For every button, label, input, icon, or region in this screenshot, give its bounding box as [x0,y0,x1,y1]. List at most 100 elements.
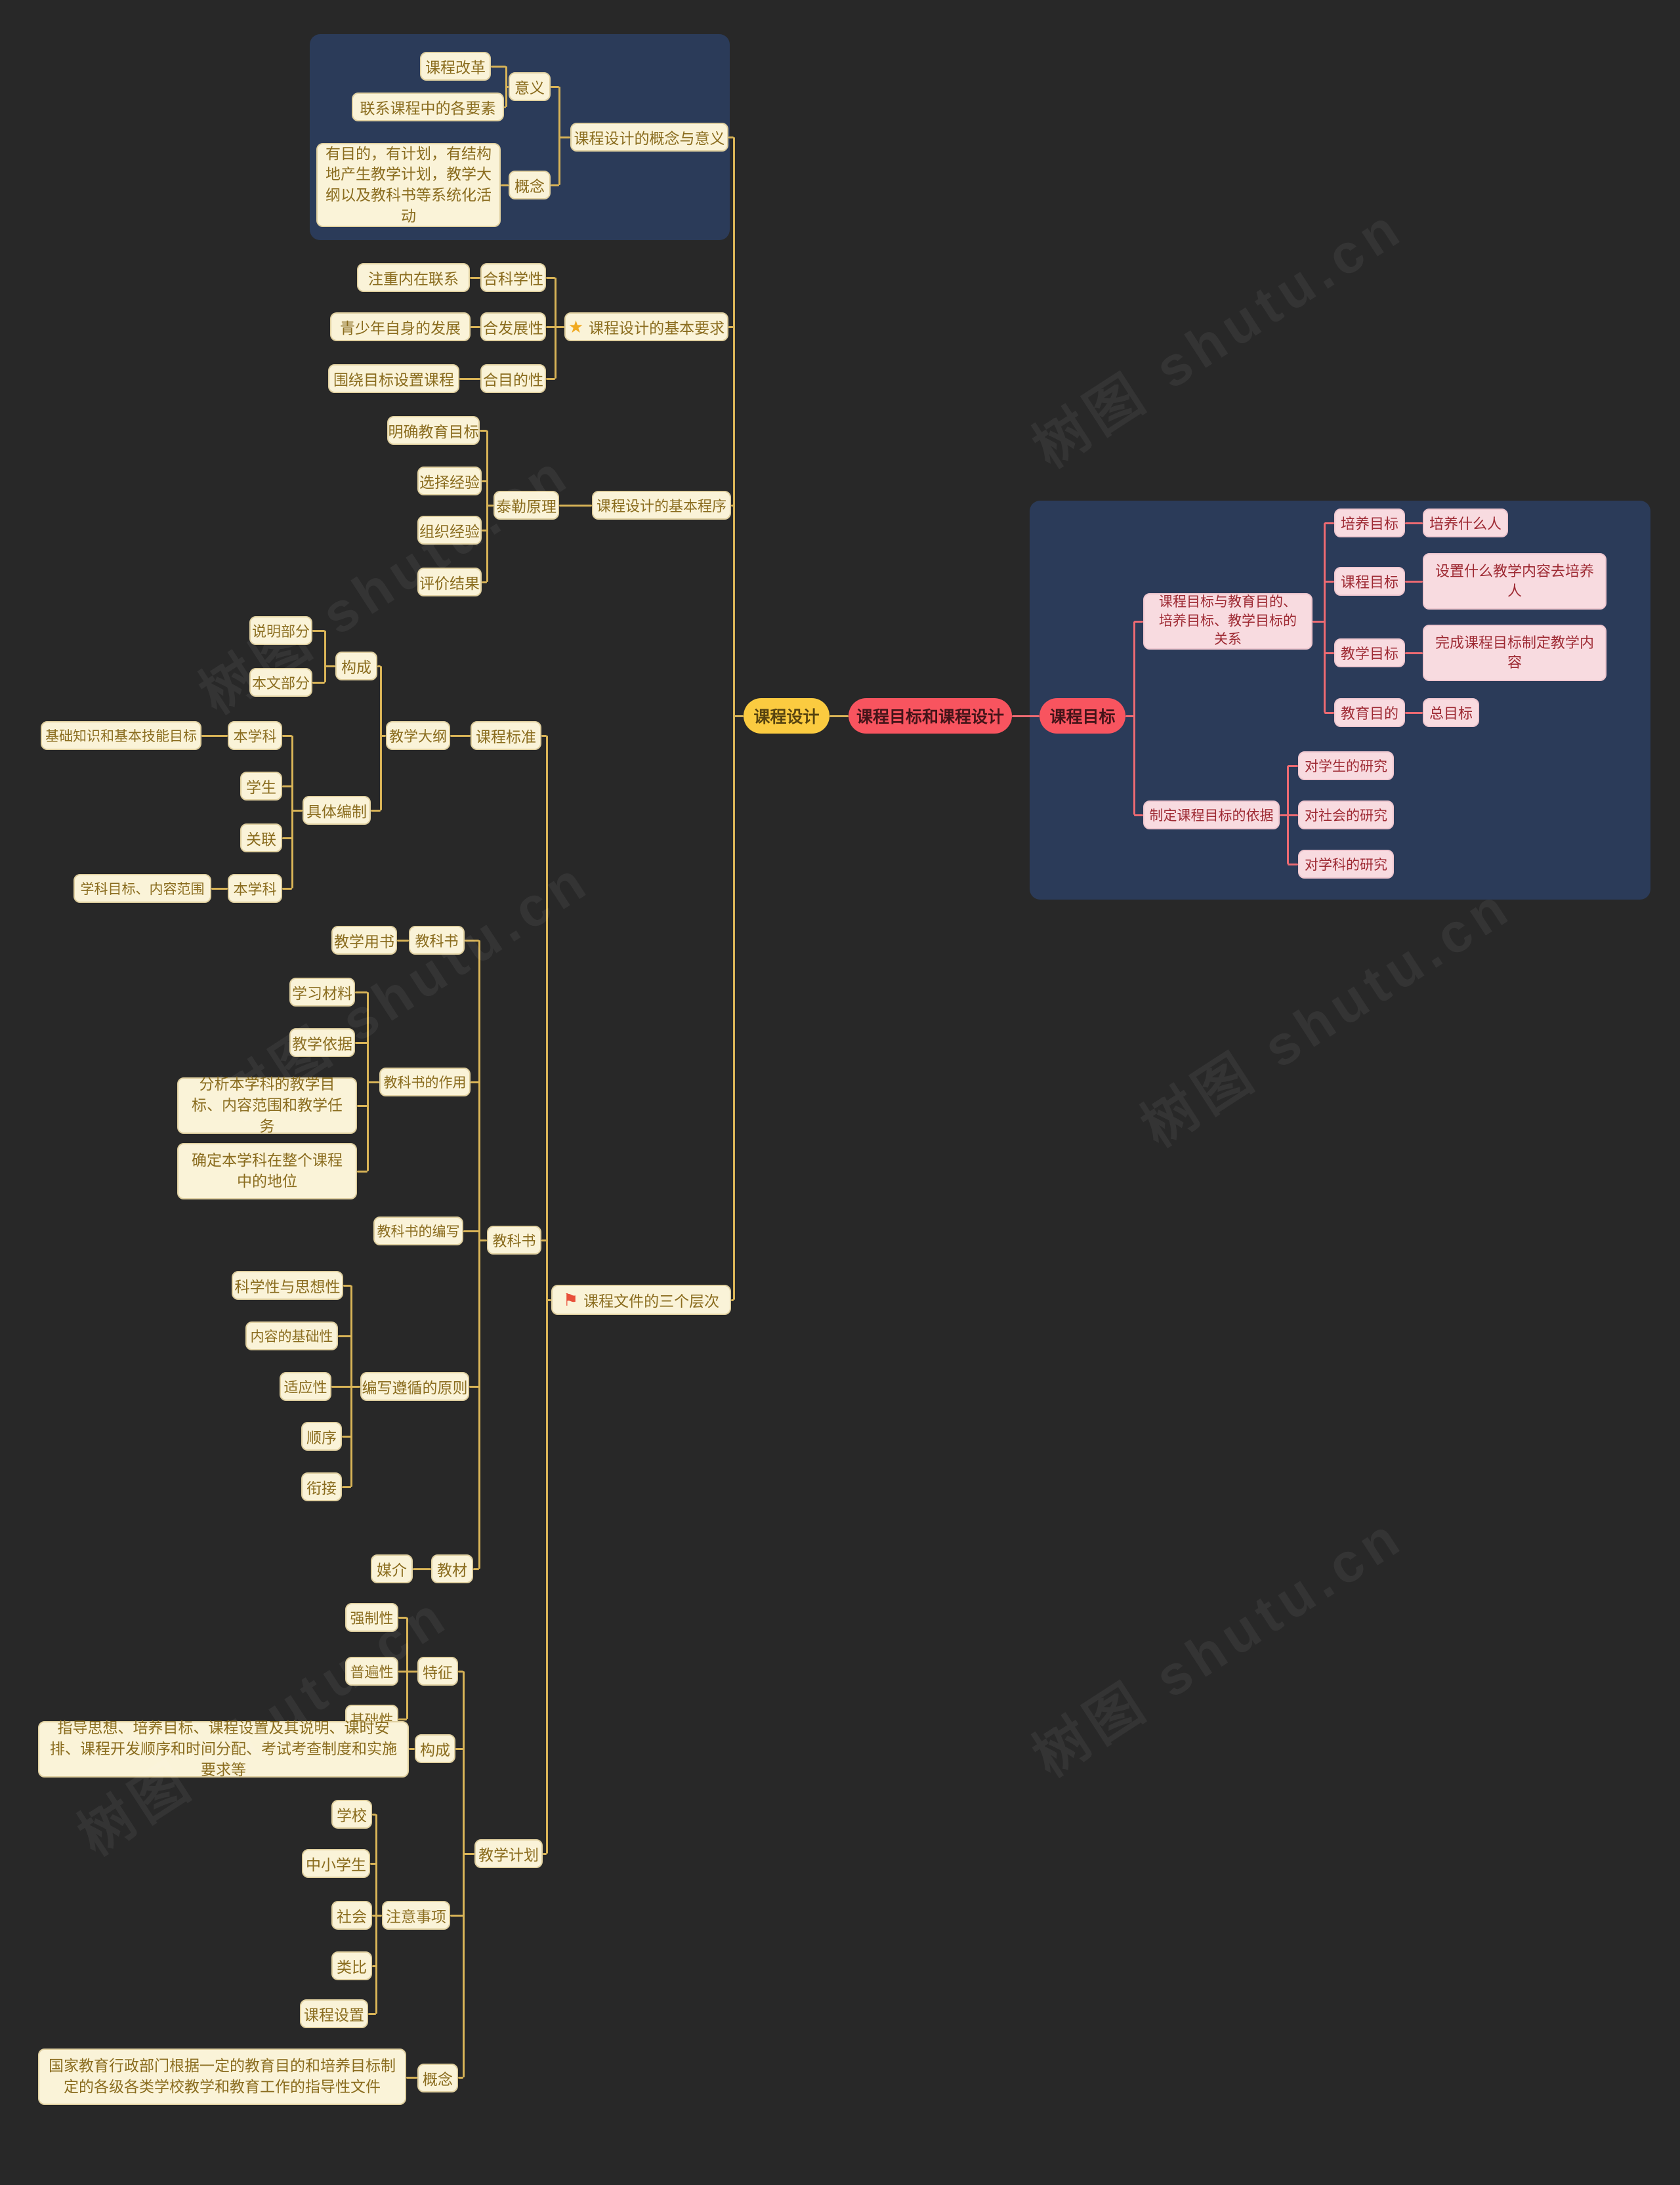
node-zuzhi[interactable]: 组织经验 [417,516,482,545]
node-shezhishenme[interactable]: 设置什么教学内容去培养人 [1423,553,1606,610]
node-kechengsheji-root[interactable]: 课程设计 [744,698,830,734]
node-meijie[interactable]: 媒介 [371,1554,413,1583]
node-tezheng[interactable]: 特征 [417,1657,458,1686]
node-zhongxiaoxuesheng[interactable]: 中小学生 [302,1849,370,1878]
node-duishehui[interactable]: 对社会的研究 [1298,801,1394,829]
node-mingque[interactable]: 明确教育目标 [387,416,480,445]
node-youmudi[interactable]: 有目的，有计划，有结构地产生教学计划，教学大纲以及教科书等系统化活动 [316,143,501,227]
connector-line [407,1670,417,1673]
node-queding[interactable]: 确定本学科在整个课程中的地位 [177,1143,357,1199]
node-xuesheng[interactable]: 学生 [240,772,282,801]
node-zhuzhong[interactable]: 注重内在联系 [357,263,470,292]
node-zhidaosixiang[interactable]: 指导思想、培养目标、课程设置及其说明、课时安排、课程开发顺序和时间分配、考试考查… [38,1719,409,1778]
node-jiaoyumudi[interactable]: 教育目的 [1334,698,1405,727]
node-shehui[interactable]: 社会 [331,1901,372,1930]
node-jiaocai[interactable]: 教材 [431,1554,473,1583]
connector-line [1288,814,1298,816]
connector-line [211,887,228,890]
node-qiangzhixing[interactable]: 强制性 [345,1603,398,1632]
node-benwen[interactable]: 本文部分 [249,668,312,697]
node-jichuzhishi[interactable]: 基础知识和基本技能目标 [41,721,201,750]
node-zongmubiao[interactable]: 总目标 [1423,698,1479,727]
node-neirong[interactable]: 内容的基础性 [245,1321,338,1350]
node-duixuesheng[interactable]: 对学生的研究 [1298,751,1394,780]
node-jiaoxueyongshu[interactable]: 教学用书 [331,926,397,955]
node-leibi[interactable]: 类比 [331,1951,372,1980]
node-kexuexing[interactable]: 科学性与思想性 [232,1271,343,1300]
node-jutibianzhi[interactable]: 具体编制 [303,796,371,825]
connector-line [1125,715,1134,717]
node-gainian2[interactable]: 概念 [417,2064,458,2092]
node-jibenyaoqiu[interactable]: ★ 课程设计的基本要求 [564,312,728,341]
node-jiaoxuedagang[interactable]: 教学大纲 [386,721,450,750]
node-bianxie[interactable]: 教科书的编写 [373,1217,463,1245]
node-goucheng2[interactable]: 构成 [415,1734,455,1763]
node-jiaokeshu1[interactable]: 教科书 [409,926,465,955]
node-shiyingxing[interactable]: 适应性 [280,1372,331,1401]
node-guanlian[interactable]: 关联 [240,823,282,852]
node-label: 教科书 [492,1233,536,1249]
node-yiyi[interactable]: 意义 [509,72,551,101]
node-xuekemubiao[interactable]: 学科目标、内容范围 [74,874,211,903]
node-hemudi[interactable]: 合目的性 [480,364,546,393]
node-zhuyishixiang[interactable]: 注意事项 [382,1901,450,1930]
node-jiaoxuejihua[interactable]: 教学计划 [474,1839,543,1868]
node-sangecengci[interactable]: ⚑ 课程文件的三个层次 [551,1285,731,1315]
node-xuexiao[interactable]: 学校 [331,1800,372,1829]
node-gainianyiyi[interactable]: 课程设计的概念与意义 [570,123,728,152]
connector-line [371,809,381,812]
node-gainian1[interactable]: 概念 [509,171,551,199]
node-kechengshezhi[interactable]: 课程设置 [300,1999,368,2028]
node-benxueke1[interactable]: 本学科 [228,721,282,750]
node-guojia[interactable]: 国家教育行政部门根据一定的教育目的和培养目标制定的各级各类学校教学和教育工作的指… [38,2049,406,2105]
node-label: 学科目标、内容范围 [80,882,205,897]
node-peiyangshenmeren[interactable]: 培养什么人 [1423,509,1508,537]
node-label: 普遍性 [350,1664,394,1680]
connector-line [375,1814,377,2014]
node-pubianxing[interactable]: 普遍性 [345,1657,398,1686]
node-label: 培养什么人 [1429,516,1502,532]
connector-line [462,1671,465,2077]
node-zuoyong[interactable]: 教科书的作用 [379,1068,471,1096]
node-pingjia[interactable]: 评价结果 [417,568,482,596]
connector-line [1134,620,1143,623]
node-jiaokeshu2[interactable]: 教科书 [487,1226,541,1255]
node-kechengmubiao-pill[interactable]: 课程目标 [1040,698,1125,734]
node-xuanze[interactable]: 选择经验 [417,467,482,495]
node-lianxi[interactable]: 联系课程中的各要素 [352,93,504,121]
node-shuoming[interactable]: 说明部分 [249,616,312,645]
node-jibenchengxu[interactable]: 课程设计的基本程序 [592,491,731,520]
node-kegai[interactable]: 课程改革 [420,52,491,81]
node-label: 课程改革 [425,59,486,76]
node-wancheng[interactable]: 完成课程目标制定教学内容 [1423,625,1606,681]
node-kechengmubiao2[interactable]: 课程目标 [1334,567,1405,596]
node-guanxi[interactable]: 课程目标与教育目的、培养目标、教学目标的关系 [1143,593,1312,650]
connector-line [1280,814,1288,816]
node-jiaoxuemubiao[interactable]: 教学目标 [1334,638,1405,667]
connector-line [351,1385,360,1388]
node-label: 评价结果 [419,575,480,592]
node-hefazhan[interactable]: 合发展性 [480,312,546,341]
node-taile[interactable]: 泰勒原理 [494,491,559,520]
connector-line [469,1385,479,1388]
node-hekexue[interactable]: 合科学性 [480,263,546,292]
node-duixueke[interactable]: 对学科的研究 [1298,850,1394,879]
connector-line [372,1813,376,1816]
node-zhidingyiju[interactable]: 制定课程目标的依据 [1143,801,1280,829]
node-kechengbiaozhun[interactable]: 课程标准 [471,721,541,750]
connector-line [370,1862,376,1865]
node-qingshaonian[interactable]: 青少年自身的发展 [330,312,471,341]
node-label: 科学性与思想性 [234,1278,341,1295]
node-yuanze[interactable]: 编写遵循的原则 [360,1372,469,1401]
node-xuexicailiao[interactable]: 学习材料 [289,978,355,1007]
node-kechengmubiao-he-sheji[interactable]: 课程目标和课程设计 [849,698,1012,734]
connector-line [450,734,471,737]
node-goucheng1[interactable]: 构成 [335,652,377,680]
node-benxueke2[interactable]: 本学科 [228,874,282,903]
node-peiyangmubiao[interactable]: 培养目标 [1334,509,1405,537]
node-fenxi[interactable]: 分析本学科的教学目标、内容范围和教学任务 [177,1075,357,1134]
node-weirao[interactable]: 围绕目标设置课程 [328,364,459,393]
node-xianjie[interactable]: 衔接 [301,1472,342,1501]
node-shunxu[interactable]: 顺序 [301,1422,342,1451]
node-jiaoxueyiju[interactable]: 教学依据 [289,1028,355,1057]
